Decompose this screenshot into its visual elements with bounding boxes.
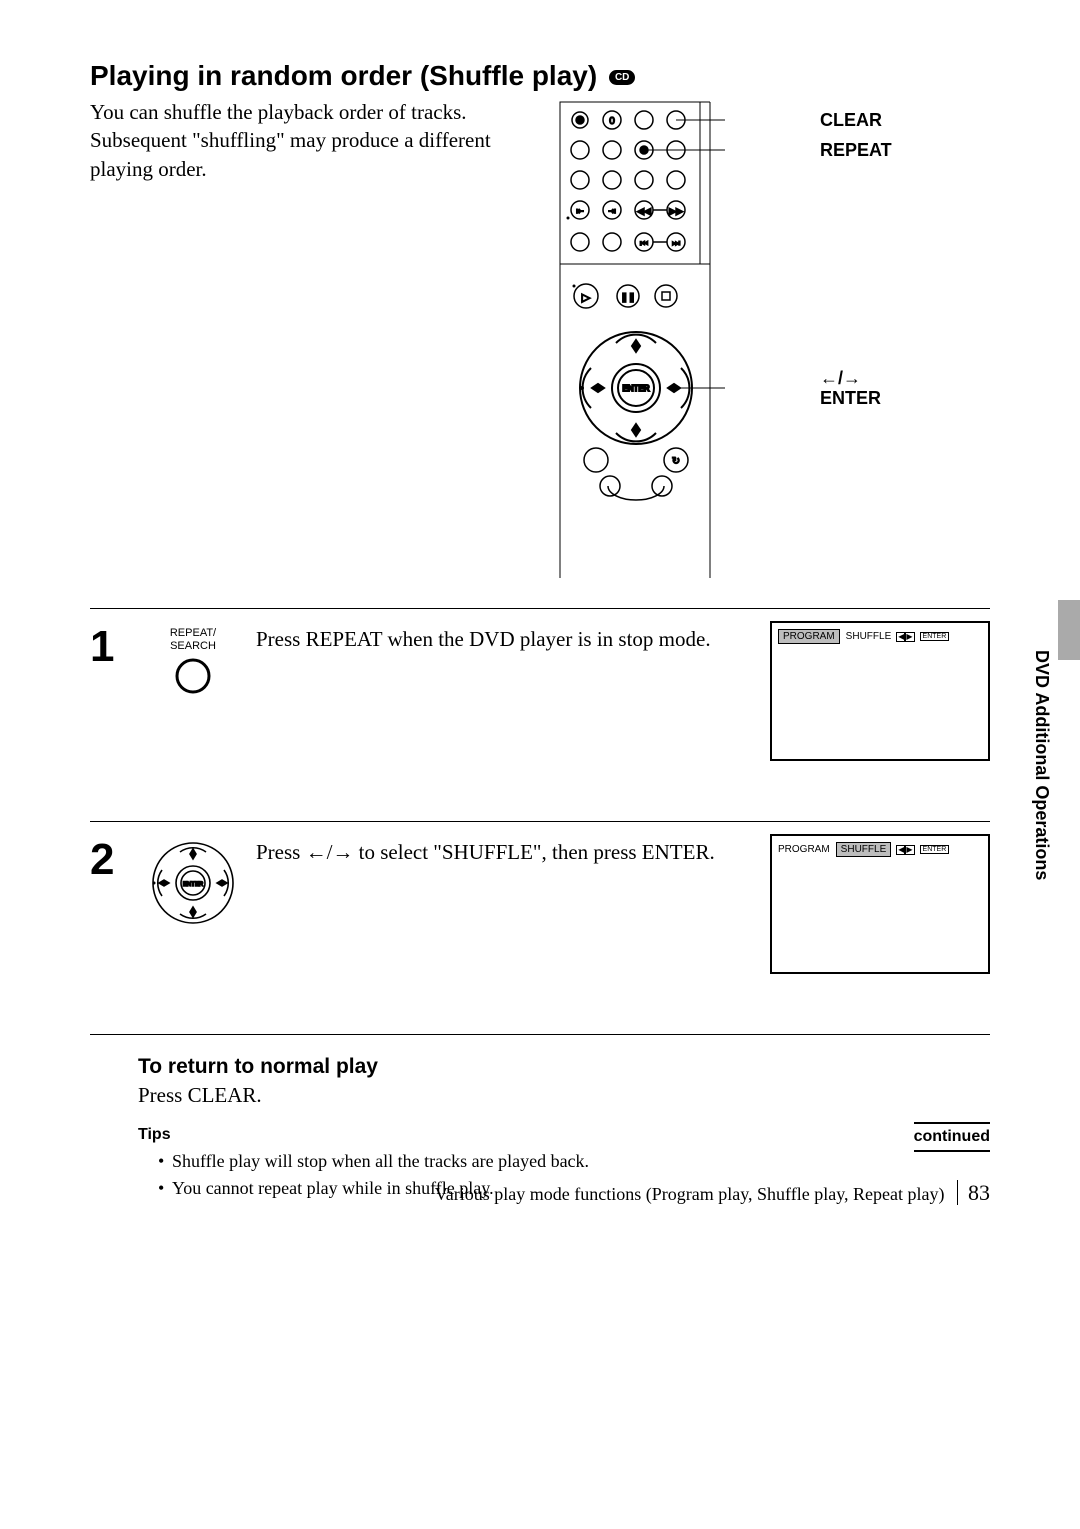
page-footer: Various play mode functions (Program pla… xyxy=(435,1180,990,1206)
divider xyxy=(90,1034,990,1035)
step-icon-dpad: ENTER xyxy=(148,834,238,926)
footer-text: Various play mode functions (Program pla… xyxy=(435,1184,945,1204)
svg-text:⇥: ⇥ xyxy=(608,206,616,216)
tip-item: Shuffle play will stop when all the trac… xyxy=(158,1148,990,1175)
cd-badge: CD xyxy=(609,70,635,85)
svg-text:◀◀: ◀◀ xyxy=(637,206,651,216)
osd-program: PROGRAM xyxy=(778,844,830,855)
remote-diagram: 0 ⇤ ⇥ ◀◀ xyxy=(550,98,990,578)
thumb-tab xyxy=(1058,600,1080,660)
step-number: 1 xyxy=(90,621,130,669)
step-number: 2 xyxy=(90,834,130,882)
intro-paragraph: You can shuffle the playback order of tr… xyxy=(90,98,530,578)
step-icon-label: REPEAT/ SEARCH xyxy=(170,627,216,653)
svg-text:❚❚: ❚❚ xyxy=(620,292,635,303)
step-icon-repeat: REPEAT/ SEARCH xyxy=(148,621,238,695)
step-body: Press REPEAT when the DVD player is in s… xyxy=(256,621,752,654)
repeat-button-icon xyxy=(174,657,212,695)
step-body: Press ←/→ to select "SHUFFLE", then pres… xyxy=(256,834,752,867)
svg-text:⏭: ⏭ xyxy=(672,238,680,248)
svg-text:▷: ▷ xyxy=(582,292,591,304)
osd-enter: ENTER xyxy=(920,845,950,854)
osd-enter: ENTER xyxy=(920,632,950,641)
divider xyxy=(90,608,990,609)
osd-screen: PROGRAM SHUFFLE ◀▶ ENTER xyxy=(770,834,990,974)
continued-wrap: continued xyxy=(914,1122,990,1152)
osd-shuffle: SHUFFLE xyxy=(846,631,892,642)
divider xyxy=(90,821,990,822)
svg-text:▶▶: ▶▶ xyxy=(669,206,683,216)
osd-program: PROGRAM xyxy=(778,629,840,644)
osd-arrows-icon: ◀▶ xyxy=(897,632,913,642)
label-repeat: REPEAT xyxy=(820,140,892,161)
step-row: 1 REPEAT/ SEARCH Press REPEAT when the D… xyxy=(90,621,990,811)
label-enter: ENTER xyxy=(820,388,881,409)
osd-arrows-icon: ◀▶ xyxy=(897,845,913,855)
svg-text:0: 0 xyxy=(609,116,615,127)
svg-text:ENTER: ENTER xyxy=(183,882,204,888)
return-heading: To return to normal play xyxy=(138,1055,990,1079)
osd-screen: PROGRAM SHUFFLE ◀▶ ENTER xyxy=(770,621,990,761)
return-body: Press CLEAR. xyxy=(138,1083,990,1108)
tips-heading: Tips xyxy=(138,1126,990,1144)
step-row: 2 ENTER Press ←/→ to select "SHUFFLE", t… xyxy=(90,834,990,1024)
svg-text:⏮: ⏮ xyxy=(640,238,648,248)
dpad-icon: ENTER xyxy=(150,840,236,926)
section-label: DVD Additional Operations xyxy=(1031,650,1052,880)
title-text: Playing in random order (Shuffle play) xyxy=(90,60,597,91)
label-clear: CLEAR xyxy=(820,110,882,131)
page-title: Playing in random order (Shuffle play) C… xyxy=(90,60,990,92)
remote-svg: 0 ⇤ ⇥ ◀◀ xyxy=(550,98,810,578)
page-number: 83 xyxy=(957,1180,990,1205)
svg-text:ENTER: ENTER xyxy=(622,384,649,393)
label-arrows: ←/→ xyxy=(820,368,861,389)
svg-text:↻: ↻ xyxy=(672,456,680,467)
continued-label: continued xyxy=(914,1122,990,1152)
svg-text:⇤: ⇤ xyxy=(576,206,584,216)
osd-shuffle: SHUFFLE xyxy=(836,842,892,857)
